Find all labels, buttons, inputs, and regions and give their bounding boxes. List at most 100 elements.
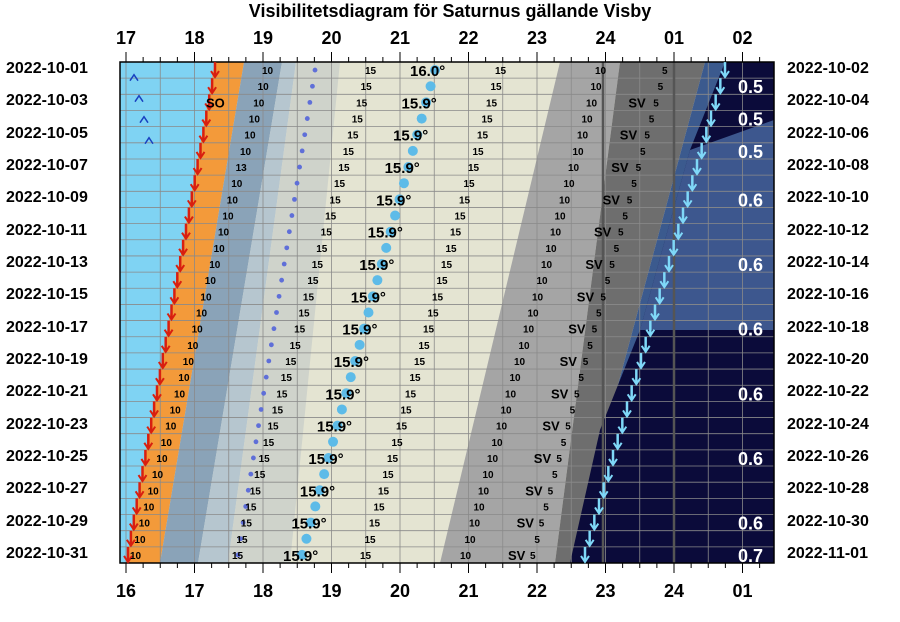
contour-label-5: 5 xyxy=(644,131,650,142)
left-date-label: 2022-10-23 xyxy=(6,415,88,433)
altitude-dot xyxy=(263,374,269,380)
contour-label-5: 5 xyxy=(539,519,545,530)
contour-label-5: 5 xyxy=(658,82,664,93)
altitude-dot xyxy=(294,180,300,186)
sunset-arrow xyxy=(201,110,212,128)
magnitude-label: 0.6 xyxy=(738,255,763,275)
contour-label-10b: 10 xyxy=(550,228,562,239)
moonrise-arrow xyxy=(580,546,590,564)
contour-label-15b: 15 xyxy=(441,260,453,271)
sunset-arrow xyxy=(207,78,217,96)
contour-label-15b: 15 xyxy=(405,389,417,400)
bottom-hour-label: 16 xyxy=(115,581,137,601)
max-altitude-label: 15.9° xyxy=(359,257,394,274)
max-altitude-label: 15.9° xyxy=(283,548,318,565)
sunset-arrow xyxy=(166,304,177,322)
altitude-dot xyxy=(258,407,264,412)
magnitude-label: 0.7 xyxy=(738,546,763,566)
left-date-label: 2022-10-15 xyxy=(6,286,88,304)
contour-label-5: 5 xyxy=(530,551,536,562)
altitude-dot xyxy=(266,358,272,364)
contour-label-5: 5 xyxy=(640,147,646,158)
bottom-hour-label: 20 xyxy=(389,581,411,601)
max-altitude-label: 15.9° xyxy=(325,386,360,403)
left-date-label: 2022-10-29 xyxy=(6,512,88,530)
left-date-label: 2022-10-07 xyxy=(6,157,88,175)
bottom-hour-label: 23 xyxy=(595,581,616,601)
magnitude-label: 0.5 xyxy=(738,142,763,162)
contour-label-10b: 10 xyxy=(573,147,585,158)
left-date-label: 2022-10-01 xyxy=(6,60,88,78)
top-hour-label: 17 xyxy=(115,28,137,48)
saturn-set-label: SV xyxy=(611,160,629,175)
contour-label-15: 15 xyxy=(356,98,368,109)
contour-label-5: 5 xyxy=(622,212,628,223)
transit-dot xyxy=(354,339,365,350)
contour-label-5: 5 xyxy=(587,341,593,352)
right-date-label: 2022-10-14 xyxy=(787,254,869,272)
sunset-arrow xyxy=(160,336,171,354)
contour-label-5: 5 xyxy=(578,373,584,384)
contour-label-15b: 15 xyxy=(473,147,485,158)
contour-label-10: 10 xyxy=(200,292,212,303)
contour-label-15: 15 xyxy=(250,486,262,497)
contour-label-15: 15 xyxy=(272,405,284,416)
saturn-set-band xyxy=(555,62,705,563)
contour-label-10b: 10 xyxy=(487,454,499,465)
sunset-arrow xyxy=(163,320,174,338)
contour-label-5: 5 xyxy=(600,292,606,303)
sunset-arrow xyxy=(172,272,183,289)
contour-label-5: 5 xyxy=(561,438,567,449)
contour-label-10: 10 xyxy=(170,405,182,416)
moonrise-arrow xyxy=(612,433,623,451)
moonrise-arrow xyxy=(654,288,665,306)
contour-label-5: 5 xyxy=(592,325,598,336)
transit-dot xyxy=(319,469,330,480)
contour-label-15b: 15 xyxy=(459,195,471,206)
sunset-arrow xyxy=(189,175,200,193)
contour-label-15b: 15 xyxy=(414,357,426,368)
contour-label-15b: 15 xyxy=(396,422,408,433)
contour-label-15: 15 xyxy=(267,422,279,433)
right-date-label: 2022-10-24 xyxy=(787,415,869,433)
max-altitude-label: 15.9° xyxy=(351,289,386,306)
transit-dot xyxy=(398,178,409,189)
saturn-set-label: SV xyxy=(517,516,535,531)
contour-label-15b: 15 xyxy=(446,244,458,255)
transit-dot xyxy=(394,194,405,205)
contour-label-15b: 15 xyxy=(491,82,503,93)
chart-title: Visibilitetsdiagram för Saturnus gälland… xyxy=(248,1,652,21)
sunset-arrow xyxy=(149,401,159,419)
contour-label-10: 10 xyxy=(218,228,230,239)
transit-dot xyxy=(385,226,396,237)
altitude-dot xyxy=(274,310,279,315)
moonrise-arrow xyxy=(668,239,679,257)
contour-label-5: 5 xyxy=(534,535,540,546)
contour-label-10: 10 xyxy=(134,535,146,546)
contour-label-5: 5 xyxy=(552,470,558,481)
transit-dot xyxy=(412,129,423,140)
transit-dot xyxy=(416,113,427,124)
max-altitude-label: 15.9° xyxy=(393,128,428,145)
contour-label-10b: 10 xyxy=(559,195,571,206)
moonrise-arrow xyxy=(598,482,609,500)
contour-label-10: 10 xyxy=(222,212,234,223)
sunset-label: SO xyxy=(206,95,225,110)
saturn-set-label: SV xyxy=(603,192,621,207)
contour-label-10: 10 xyxy=(156,454,168,465)
moonrise-arrow xyxy=(584,530,595,548)
contour-label-15b: 15 xyxy=(374,502,386,513)
contour-label-15b: 15 xyxy=(428,309,440,320)
sunset-arrow xyxy=(126,530,136,548)
contour-label-10: 10 xyxy=(143,502,155,513)
contour-label-10b: 10 xyxy=(492,438,504,449)
max-altitude-label: 15.9° xyxy=(402,95,437,112)
contour-label-15: 15 xyxy=(325,212,337,223)
contour-label-15: 15 xyxy=(347,131,359,142)
right-date-label: 2022-10-10 xyxy=(787,189,869,207)
moonset-arrow xyxy=(144,136,154,145)
contour-label-10b: 10 xyxy=(532,292,544,303)
transit-dot xyxy=(350,355,361,366)
bottom-hour-label: 18 xyxy=(252,581,274,601)
sunset-arrow xyxy=(195,142,206,160)
